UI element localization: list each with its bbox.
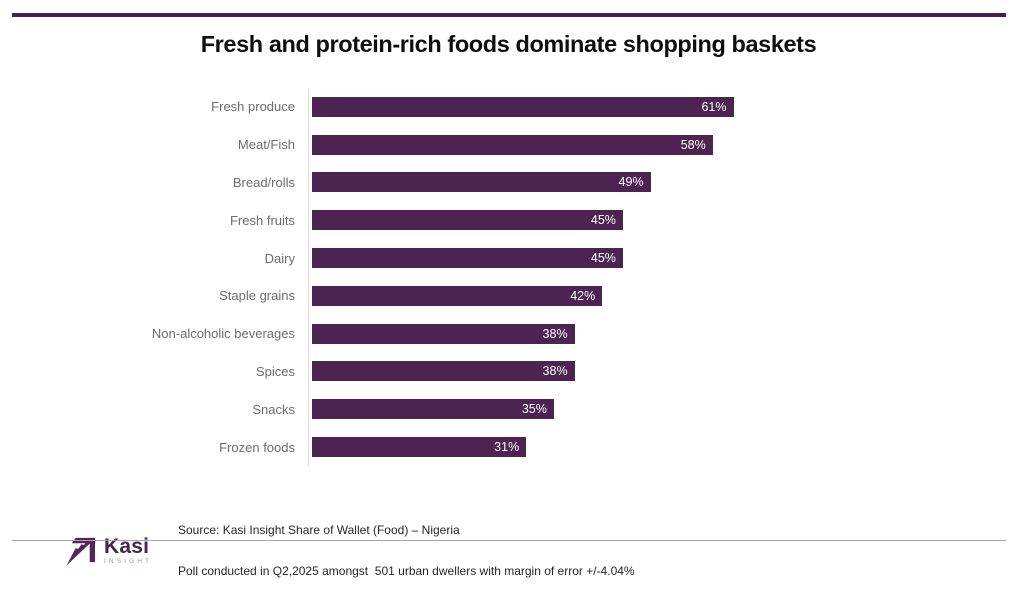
category-label: Frozen foods: [219, 439, 295, 455]
bar: 45%: [312, 248, 623, 269]
bar-track: 61%: [308, 88, 1003, 126]
value-label: 45%: [590, 213, 616, 228]
chart-row: Bread/rolls 49%: [60, 163, 1003, 202]
bar: 49%: [312, 172, 651, 193]
bar: 38%: [312, 323, 575, 344]
logo-subtext: INSIGHT: [104, 558, 153, 565]
category-label: Fresh produce: [211, 99, 295, 115]
chart-row: Fresh produce 61%: [60, 88, 1003, 126]
footer: Kasi INSIGHT Source: Kasi Insight Share …: [64, 497, 635, 605]
chart-row: Dairy 45%: [60, 239, 1003, 277]
bar-track: 38%: [308, 352, 1003, 391]
category-label: Fresh fruits: [229, 212, 295, 228]
bar-track: 38%: [308, 314, 1003, 353]
bar-track: 31%: [308, 428, 1003, 466]
chart-row: Spices 38%: [60, 352, 1003, 391]
chart-row: Staple grains 42%: [60, 276, 1003, 315]
bottom-divider-rule: [12, 540, 1006, 541]
chart-row: Snacks 35%: [60, 390, 1003, 429]
category-label: Snacks: [252, 401, 295, 417]
bar: 35%: [312, 399, 554, 420]
chart-row: Fresh fruits 45%: [60, 201, 1003, 240]
bar: 61%: [312, 96, 734, 117]
source-text: Source: Kasi Insight Share of Wallet (Fo…: [178, 497, 635, 605]
category-label: Spices: [255, 363, 295, 379]
bar-chart: Fresh produce 61% Meat/Fish 58% Bread/rolls 4…: [60, 88, 1003, 466]
category-label: Bread/rolls: [232, 174, 295, 190]
bar-track: 49%: [308, 163, 1003, 202]
top-accent-rule: [12, 13, 1006, 17]
value-label: 35%: [521, 402, 547, 417]
value-label: 61%: [701, 99, 727, 114]
chart-row: Non-alcoholic beverages 38%: [60, 314, 1003, 353]
source-line: Source: Kasi Insight Share of Wallet (Fo…: [178, 523, 460, 537]
value-label: 45%: [590, 251, 616, 266]
bar-track: 45%: [308, 239, 1003, 277]
bar: 42%: [312, 285, 603, 306]
chart-title: Fresh and protein-rich foods dominate sh…: [200, 31, 817, 57]
bar-track: 42%: [308, 276, 1003, 315]
chart-row: Meat/Fish 58%: [60, 125, 1003, 164]
kasi-logo-text: Kasi INSIGHT: [104, 536, 153, 565]
value-label: 58%: [680, 137, 706, 152]
value-label: 38%: [542, 364, 568, 379]
bar-track: 45%: [308, 201, 1003, 240]
category-label: Staple grains: [219, 288, 295, 304]
bar-track: 58%: [308, 125, 1003, 164]
bar: 45%: [312, 210, 623, 231]
bar: 38%: [312, 361, 575, 382]
bar: 31%: [312, 437, 527, 458]
bar-track: 35%: [308, 390, 1003, 429]
chart-row: Frozen foods 31%: [60, 428, 1003, 466]
value-label: 31%: [494, 440, 520, 455]
bar: 58%: [312, 134, 713, 155]
category-label: Dairy: [264, 250, 295, 266]
poll-line: Poll conducted in Q2,2025 amongst 501 ur…: [178, 563, 635, 578]
value-label: 49%: [618, 175, 644, 190]
category-label: Meat/Fish: [237, 137, 295, 153]
category-label: Non-alcoholic beverages: [151, 326, 295, 342]
value-label: 38%: [542, 326, 568, 341]
value-label: 42%: [570, 288, 596, 303]
